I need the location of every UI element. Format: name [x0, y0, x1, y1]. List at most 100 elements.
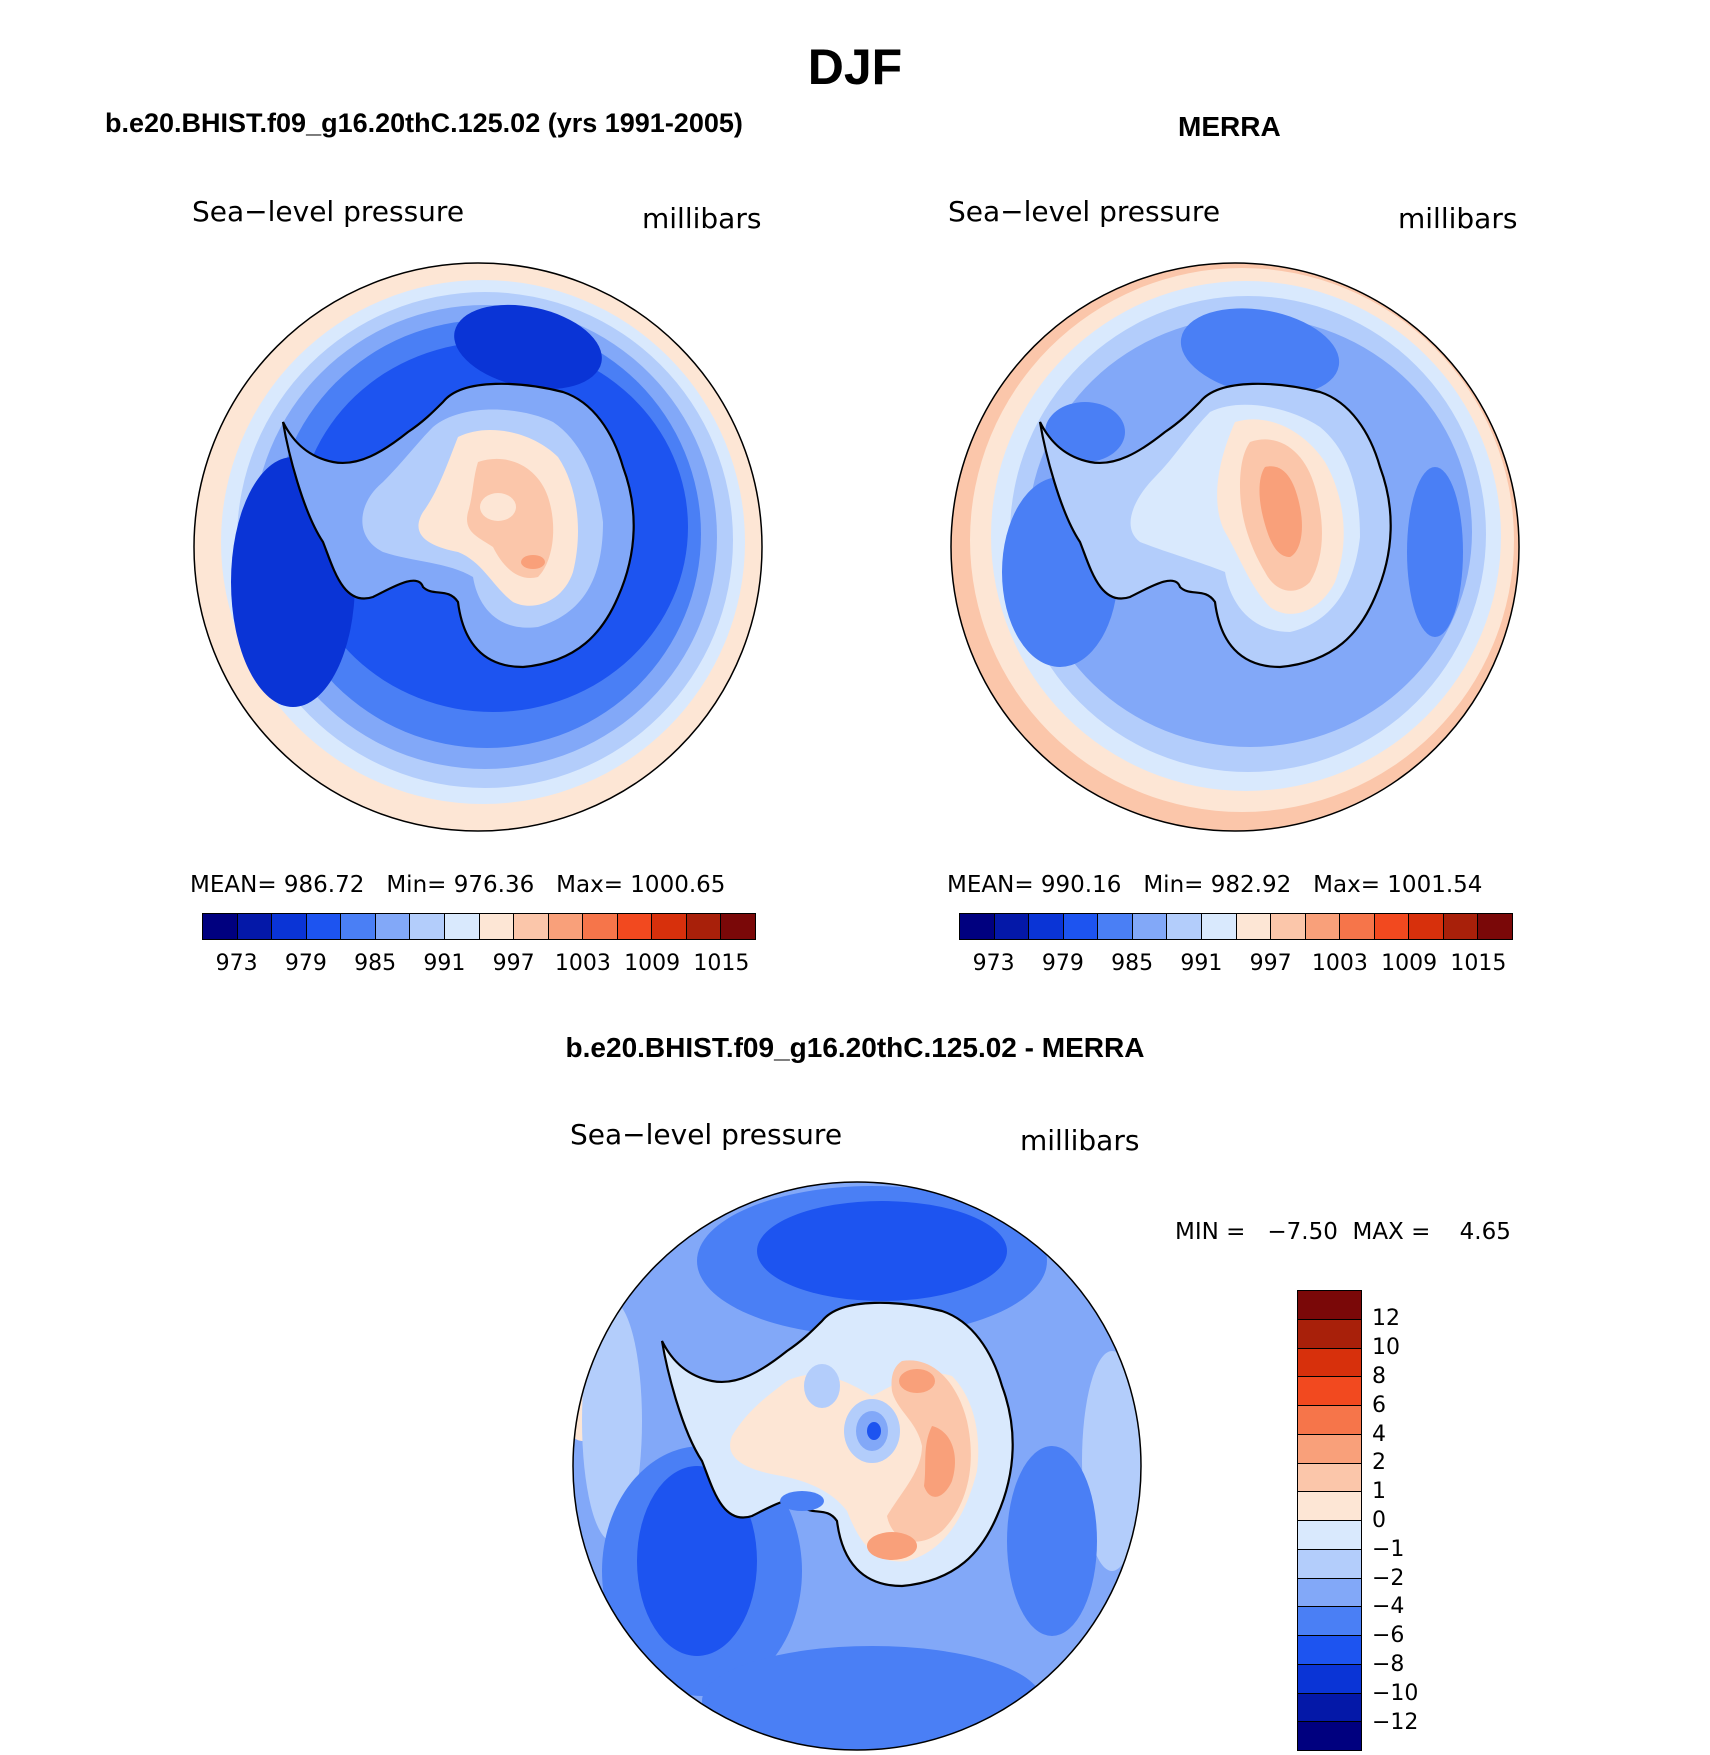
- panel-model-colorbar-box-12: [617, 914, 653, 939]
- panel-merra-colorbar-box-3: [1063, 914, 1099, 939]
- panel-merra-ice-1003: [1259, 466, 1302, 557]
- panel-diff-stats: MIN = −7.50 MAX = 4.65: [1175, 1219, 1511, 1245]
- panel-merra-mean-value: 990.16: [1040, 872, 1122, 898]
- panel-diff-max-label: MAX =: [1352, 1219, 1431, 1245]
- panel-model-ice-1003: [467, 458, 554, 578]
- panel-model-max-label: Max=: [556, 872, 623, 898]
- panel-diff-colorbar-box-4: [1298, 1406, 1361, 1435]
- panel-diff-neg-left-b: [637, 1466, 757, 1656]
- panel-model-colorbar-box-7: [444, 914, 480, 939]
- panel-model-colorbar-tick-7: 1015: [693, 951, 750, 976]
- panel-diff-max-value: 4.65: [1459, 1219, 1511, 1245]
- panel-diff-colorbar-box-8: [1298, 1521, 1361, 1550]
- panel-diff-colorbar-tick-4: 4: [1372, 1421, 1386, 1447]
- panel-diff-colorbar-box-1: [1298, 1319, 1361, 1349]
- panel-model-map: [193, 262, 763, 832]
- panel-merra-colorbar-box-8: [1236, 914, 1272, 939]
- panel-merra-low-b: [1180, 308, 1340, 396]
- panel-model-colorbar-tick-6: 1009: [624, 951, 681, 976]
- panel-model-colorbar: [202, 913, 756, 940]
- panel-merra-min-value: 982.92: [1210, 872, 1292, 898]
- panel-diff-colorbar-box-11: [1298, 1607, 1361, 1636]
- panel-merra-colorbar-box-1: [994, 914, 1030, 939]
- panel-merra-colorbar-box-10: [1305, 914, 1341, 939]
- panel-model-colorbar-box-0: [203, 914, 238, 939]
- panel-diff-colorbar-tick-5: 2: [1372, 1450, 1386, 1476]
- panel-diff-colorbar-box-5: [1298, 1434, 1361, 1464]
- panel-diff-land-neg-d: [804, 1364, 840, 1408]
- panel-diff-colorbar-tick-0: 12: [1372, 1306, 1400, 1332]
- panel-diff-colorbar-tick-2: 8: [1372, 1363, 1386, 1389]
- panel-model-map-border: [193, 262, 763, 832]
- panel-diff-colorbar-box-15: [1298, 1722, 1361, 1750]
- panel-merra-title: MERRA: [1178, 111, 1281, 142]
- panel-merra-colorbar-box-5: [1132, 914, 1168, 939]
- panel-model-colorbar-box-6: [410, 914, 445, 939]
- panel-merra-colorbar-tick-2: 985: [1111, 951, 1154, 976]
- panel-model-colorbar-box-2: [272, 914, 307, 939]
- panel-model-colorbar-box-11: [583, 914, 618, 939]
- panel-model-high-a: [480, 493, 516, 521]
- panel-merra-colorbar-box-4: [1098, 914, 1133, 939]
- panel-merra-colorbar-tick-5: 1003: [1311, 951, 1368, 976]
- panel-merra-min-label: Min=: [1143, 872, 1204, 898]
- panel-model-high-b: [521, 555, 545, 569]
- panel-merra-colorbar-box-11: [1340, 914, 1375, 939]
- panel-diff-map: [572, 1181, 1142, 1751]
- panel-merra-mean-label: MEAN=: [947, 872, 1034, 898]
- panel-diff-neg-top-b: [757, 1201, 1007, 1301]
- panel-model-low-b: [454, 304, 602, 390]
- panel-diff-colorbar-tick-14: −12: [1372, 1709, 1419, 1735]
- panel-diff-colorbar-tick-9: −2: [1372, 1565, 1405, 1591]
- panel-model-colorbar-box-5: [375, 914, 411, 939]
- panel-model-colorbar-tick-2: 985: [354, 951, 397, 976]
- panel-model-colorbar-box-13: [652, 914, 687, 939]
- panel-diff-min-value: −7.50: [1267, 1219, 1338, 1245]
- panel-merra-colorbar-box-13: [1409, 914, 1444, 939]
- panel-model-colorbar-tick-0: 973: [215, 951, 258, 976]
- panel-model-colorbar-tick-1: 979: [284, 951, 327, 976]
- panel-merra-colorbar-tick-1: 979: [1041, 951, 1084, 976]
- panel-diff-colorbar-tick-11: −6: [1372, 1623, 1405, 1649]
- panel-model-colorbar-box-4: [341, 914, 376, 939]
- panel-diff-land-pos-4c: [867, 1532, 917, 1560]
- panel-model-colorbar-box-14: [686, 914, 722, 939]
- panel-model-min-label: Min=: [386, 872, 447, 898]
- panel-merra-map: [950, 262, 1520, 832]
- panel-model-colorbar-box-3: [306, 914, 342, 939]
- panel-diff-colorbar-box-3: [1298, 1377, 1361, 1406]
- panel-model-min-value: 976.36: [453, 872, 535, 898]
- panel-model-colorbar-box-8: [479, 914, 515, 939]
- panel-diff-land-pos-4b: [899, 1369, 935, 1393]
- panel-diff-land-neg-e: [780, 1491, 824, 1511]
- panel-diff-edge-c: [1082, 1351, 1141, 1571]
- panel-diff-colorbar-box-7: [1298, 1492, 1361, 1521]
- panel-diff-variable-label: Sea−level pressure: [570, 1118, 843, 1151]
- figure-title: DJF: [807, 39, 903, 95]
- panel-diff-map-border: [572, 1181, 1142, 1751]
- panel-diff-edge-b: [582, 1301, 642, 1541]
- panel-diff-colorbar-tick-7: 0: [1372, 1508, 1386, 1533]
- panel-diff-colorbar-box-0: [1298, 1291, 1361, 1320]
- panel-merra-units-label: millibars: [1398, 202, 1518, 235]
- panel-diff-colorbar-box-12: [1298, 1636, 1361, 1665]
- panel-merra-colorbar-box-6: [1167, 914, 1202, 939]
- panel-diff-colorbar-tick-3: 6: [1372, 1392, 1386, 1418]
- panel-model-colorbar-tick-5: 1003: [554, 951, 611, 976]
- panel-diff-units-label: millibars: [1020, 1124, 1140, 1157]
- panel-diff-neg-right: [1007, 1446, 1097, 1636]
- panel-model-mean-value: 986.72: [283, 872, 365, 898]
- panel-merra-variable-label: Sea−level pressure: [948, 195, 1221, 228]
- panel-merra-colorbar-box-7: [1201, 914, 1237, 939]
- panel-diff-colorbar-tick-10: −4: [1372, 1594, 1405, 1620]
- panel-merra-colorbar-box-12: [1374, 914, 1410, 939]
- panel-merra-colorbar-tick-6: 1009: [1381, 951, 1438, 976]
- panel-merra-colorbar-tick-7: 1015: [1450, 951, 1507, 976]
- panel-model-units-label: millibars: [642, 202, 762, 235]
- panel-diff-land-pos-4: [924, 1426, 956, 1497]
- panel-diff-min-label: MIN =: [1175, 1219, 1246, 1245]
- panel-model-variable-label: Sea−level pressure: [192, 195, 465, 228]
- panel-merra-colorbar-box-2: [1029, 914, 1064, 939]
- panel-merra-max-label: Max=: [1313, 872, 1380, 898]
- panel-model-colorbar-box-15: [721, 914, 755, 939]
